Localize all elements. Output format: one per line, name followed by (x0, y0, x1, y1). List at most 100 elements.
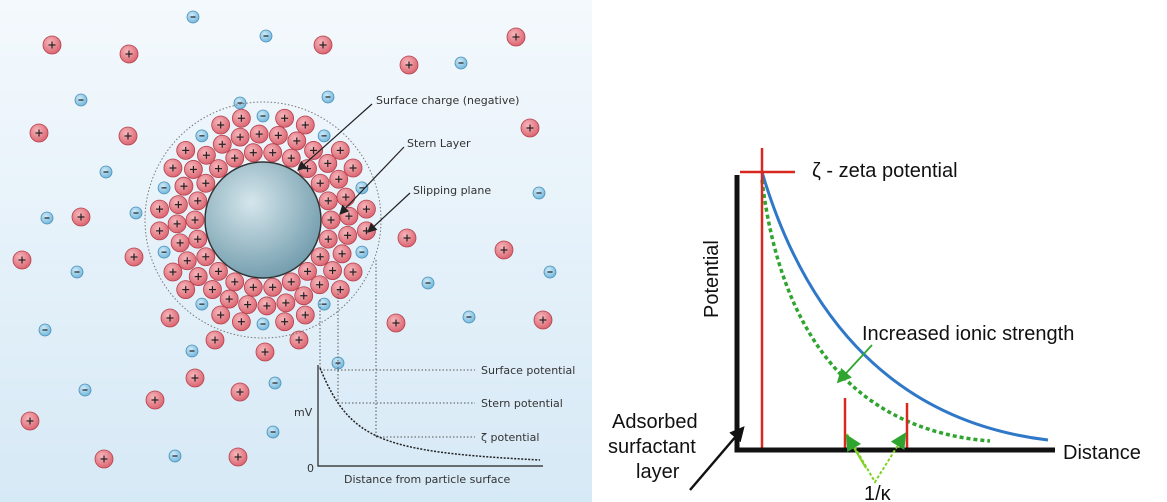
cation (71, 207, 91, 227)
cation (176, 141, 196, 160)
cation (42, 35, 62, 55)
cation (211, 115, 231, 135)
cation (196, 173, 216, 193)
adsorbed-arrow (689, 426, 745, 491)
cation (225, 148, 245, 168)
debye-triangle (846, 432, 907, 484)
label: layer (636, 461, 680, 483)
cation (160, 308, 180, 328)
cation (185, 368, 205, 388)
anion (266, 425, 280, 439)
cation (343, 262, 363, 282)
anion (74, 93, 88, 107)
cation (188, 229, 208, 249)
cation (20, 411, 40, 431)
cation (184, 160, 203, 179)
label: 1/κ (864, 483, 892, 502)
anion (233, 96, 247, 110)
label: Surface charge (negative) (376, 94, 519, 107)
cation (231, 108, 251, 128)
anion (256, 109, 270, 123)
cation (219, 289, 239, 309)
potential-curve (319, 367, 541, 461)
cation (506, 27, 526, 47)
cation (163, 262, 183, 282)
cation (263, 143, 283, 163)
axis-label: Distance from particle surface (344, 473, 511, 486)
cation (238, 295, 258, 315)
cation (119, 44, 139, 64)
anion (157, 181, 171, 195)
cation (281, 272, 301, 292)
cation (295, 115, 315, 135)
cation (321, 210, 341, 230)
axis-label: Distance (1063, 442, 1141, 464)
cation (332, 244, 352, 264)
cation (330, 280, 350, 299)
anion (462, 310, 476, 324)
cation (343, 158, 363, 178)
cation (295, 305, 315, 325)
cation (318, 229, 338, 249)
debye-arrow (845, 434, 867, 469)
cation (329, 169, 349, 189)
cation (228, 447, 248, 467)
anion (129, 206, 143, 220)
label: Stern potential (481, 397, 563, 410)
cation (255, 342, 275, 362)
anion (78, 383, 92, 397)
cation (230, 127, 250, 147)
cation (29, 123, 49, 143)
cation (12, 250, 32, 270)
anion (317, 297, 331, 311)
cation (304, 141, 323, 160)
axis-label: mV (294, 406, 313, 419)
cation (275, 108, 295, 128)
axis-label: 0 (307, 462, 314, 475)
anion (70, 265, 84, 279)
cation (150, 221, 169, 241)
anion (543, 265, 557, 279)
cation (243, 277, 263, 297)
cation (399, 55, 419, 75)
cation (225, 272, 245, 292)
cation (163, 158, 183, 178)
cation (243, 143, 263, 163)
cation (386, 313, 406, 333)
anion (195, 129, 209, 143)
label-arrows (297, 103, 411, 233)
cation (203, 280, 222, 299)
cation (275, 312, 295, 332)
anion (355, 245, 369, 259)
cation (318, 154, 338, 173)
label: ζ potential (481, 431, 539, 444)
ions (12, 10, 557, 469)
anion (99, 165, 113, 179)
cation (205, 330, 225, 350)
cation (212, 134, 232, 154)
cation (211, 305, 231, 325)
cation (177, 251, 197, 271)
anion (259, 29, 273, 43)
cation (289, 330, 309, 350)
cation (209, 159, 228, 179)
cation (330, 141, 350, 160)
cation (209, 261, 228, 281)
particle (204, 161, 322, 279)
anion (40, 211, 54, 225)
guide-lines (319, 260, 475, 438)
cation (494, 240, 514, 260)
cation (276, 293, 296, 313)
cation (197, 145, 216, 165)
cation (263, 277, 283, 297)
cation (167, 214, 187, 234)
cation (174, 176, 194, 196)
cation (357, 221, 376, 241)
cation (268, 125, 288, 145)
cation (339, 206, 359, 226)
label: Increased ionic strength (862, 323, 1074, 345)
cation (124, 247, 144, 267)
cation (188, 191, 208, 211)
graph-axes (317, 365, 543, 467)
cation (298, 261, 317, 281)
